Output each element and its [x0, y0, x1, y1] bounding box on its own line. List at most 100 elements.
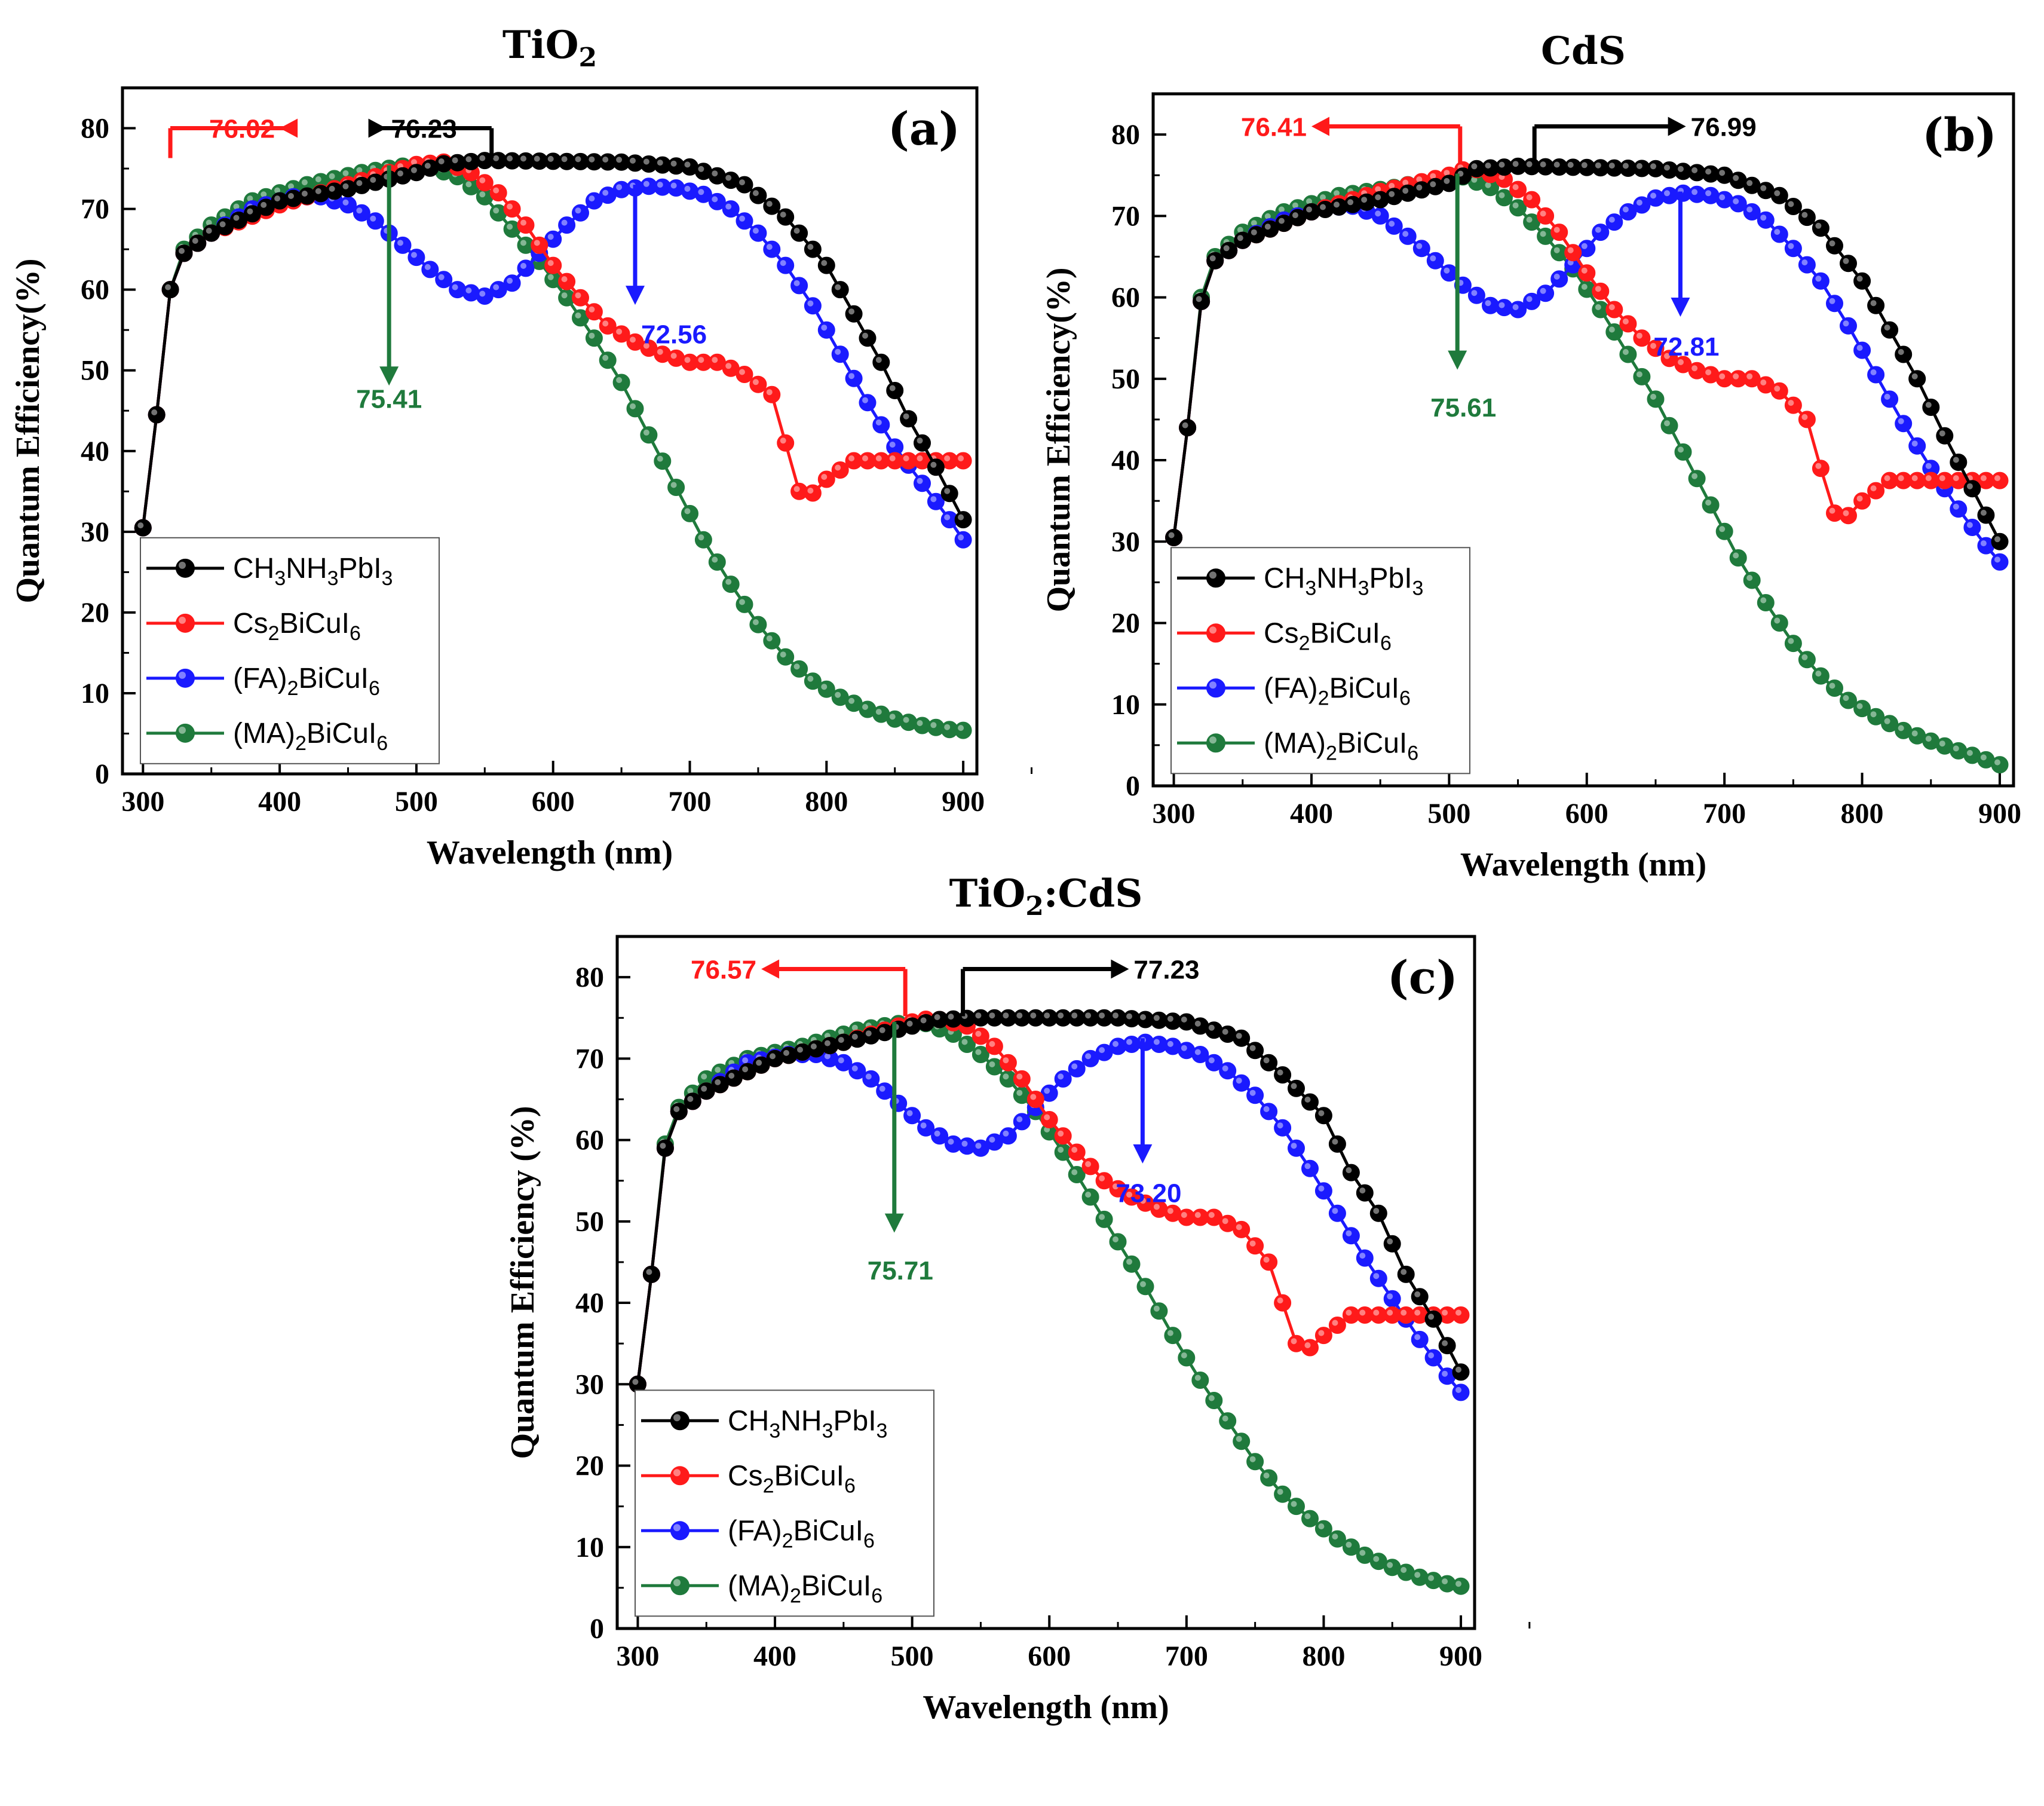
series-FA2BiCuI6	[629, 1033, 1470, 1401]
data-point-highlight	[507, 155, 513, 162]
data-point-highlight	[1444, 170, 1450, 176]
data-point	[1812, 667, 1830, 685]
data-point-highlight	[643, 429, 649, 436]
legend-label-text: (MA)	[233, 718, 295, 749]
data-point-highlight	[875, 709, 882, 715]
data-point	[1452, 1306, 1470, 1324]
data-point-highlight	[944, 455, 951, 461]
data-point-highlight	[534, 240, 540, 246]
data-point-highlight	[670, 182, 677, 189]
data-point-highlight	[1622, 318, 1629, 325]
data-point	[1867, 482, 1885, 500]
data-point-highlight	[851, 1024, 858, 1031]
data-point-highlight	[1071, 1063, 1078, 1070]
data-point-highlight	[1277, 1069, 1283, 1076]
legend-label-subscript: 2	[782, 1529, 793, 1552]
data-point-highlight	[1264, 224, 1271, 230]
data-point-highlight	[889, 385, 896, 391]
data-point	[1385, 217, 1403, 235]
data-point-highlight	[1746, 575, 1753, 581]
data-point-highlight	[1774, 385, 1781, 392]
data-point-highlight	[1898, 418, 1904, 424]
annotations: 76.02 76.23 72.56 75.41	[168, 115, 707, 414]
data-point	[544, 256, 562, 274]
data-point-highlight	[1373, 1556, 1380, 1562]
legend-label-subscript: 2	[295, 732, 307, 755]
data-point	[1812, 219, 1830, 237]
data-point	[1922, 399, 1940, 416]
data-point	[503, 274, 521, 292]
y-tick-label: 40	[575, 1287, 604, 1319]
data-point-highlight	[1719, 194, 1726, 201]
data-point-highlight	[958, 514, 964, 521]
data-point-highlight	[1526, 296, 1533, 302]
legend-label-subscript: 3	[382, 567, 393, 590]
plot-frame	[121, 86, 979, 776]
data-point-highlight	[1925, 736, 1932, 742]
data-point-highlight	[1567, 247, 1574, 253]
data-point	[1452, 1363, 1470, 1381]
data-point	[1881, 321, 1899, 339]
x-tick-label: 600	[532, 786, 575, 818]
data-point-highlight	[1829, 240, 1835, 247]
data-point-highlight	[616, 184, 623, 191]
data-point-highlight	[561, 219, 568, 226]
chart-title-main: CdS	[1541, 29, 1626, 74]
data-point-highlight	[756, 1060, 762, 1066]
y-tick-label: 40	[1111, 445, 1140, 476]
data-point-highlight	[684, 185, 691, 192]
data-point-highlight	[520, 219, 526, 226]
data-point	[1963, 480, 1981, 498]
legend-label: Cs2BiCuI6	[233, 608, 361, 645]
data-point	[1054, 1070, 1072, 1088]
data-point	[435, 271, 453, 289]
data-point-highlight	[1898, 725, 1904, 731]
data-point	[1411, 1288, 1429, 1306]
data-point-highlight	[1126, 1013, 1132, 1020]
data-point-highlight	[575, 312, 581, 319]
chart-title-main: TiO	[949, 871, 1026, 916]
data-point	[1191, 1046, 1209, 1063]
data-point	[1757, 211, 1775, 229]
legend-label-text: (MA)	[728, 1570, 790, 1602]
data-point	[1564, 244, 1582, 262]
annotation-arrowhead	[280, 118, 298, 138]
data-point	[1537, 207, 1555, 225]
data-point	[1179, 419, 1197, 437]
data-point-highlight	[1540, 161, 1546, 168]
data-point-highlight	[930, 461, 937, 468]
data-point	[1537, 284, 1555, 302]
data-point-highlight	[807, 300, 814, 307]
data-point-highlight	[725, 363, 732, 369]
data-point-highlight	[673, 1106, 680, 1112]
y-tick-label: 80	[81, 113, 109, 145]
data-point-highlight	[315, 176, 321, 182]
data-point-highlight	[1829, 507, 1835, 514]
legend-label-text: PbI	[1369, 562, 1412, 594]
data-point	[1274, 1294, 1292, 1312]
data-point-highlight	[742, 1057, 749, 1064]
data-point-highlight	[151, 409, 158, 415]
annotation-arrowhead	[368, 118, 387, 138]
data-point-highlight	[1058, 1012, 1064, 1019]
data-point-highlight	[917, 477, 923, 484]
data-point-highlight	[1595, 162, 1601, 169]
data-point-highlight	[1168, 532, 1175, 538]
data-point-highlight	[712, 556, 718, 563]
data-point	[790, 660, 808, 678]
data-point	[763, 632, 781, 650]
data-point-highlight	[410, 159, 417, 166]
data-point-highlight	[824, 1053, 831, 1060]
y-tick-label: 20	[81, 597, 109, 629]
legend-label: (FA)2BiCuI6	[1264, 672, 1411, 709]
data-point-highlight	[643, 158, 649, 165]
data-point-highlight	[1471, 290, 1478, 296]
data-point-highlight	[1167, 1040, 1173, 1047]
legend-label-text: Cs	[728, 1460, 763, 1492]
data-point-highlight	[1815, 671, 1822, 677]
data-point-highlight	[766, 635, 773, 642]
data-point-highlight	[975, 1049, 982, 1055]
data-point	[736, 176, 753, 194]
legend-label: CH3NH3PbI3	[728, 1405, 887, 1442]
data-point	[940, 485, 958, 503]
